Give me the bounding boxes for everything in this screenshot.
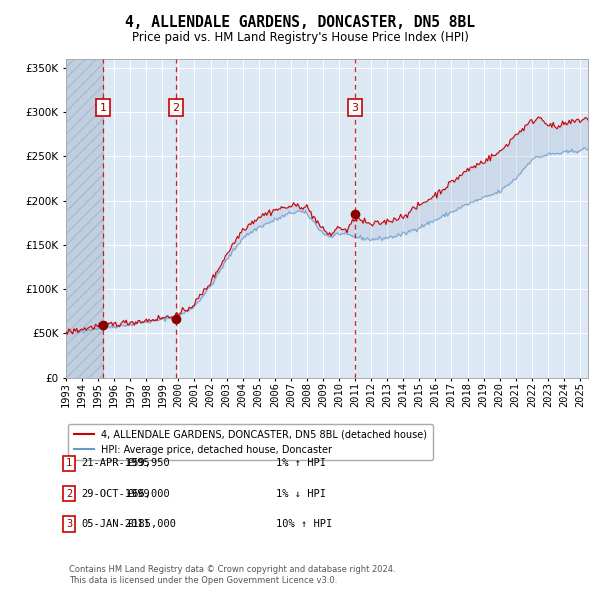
Text: Contains HM Land Registry data © Crown copyright and database right 2024.
This d: Contains HM Land Registry data © Crown c…: [69, 565, 395, 585]
Text: 4, ALLENDALE GARDENS, DONCASTER, DN5 8BL: 4, ALLENDALE GARDENS, DONCASTER, DN5 8BL: [125, 15, 475, 30]
Text: 2: 2: [172, 103, 179, 113]
Text: 2: 2: [66, 489, 72, 499]
Text: 10% ↑ HPI: 10% ↑ HPI: [276, 519, 332, 529]
Text: 29-OCT-1999: 29-OCT-1999: [81, 489, 150, 499]
Text: 1: 1: [100, 103, 106, 113]
Text: 05-JAN-2011: 05-JAN-2011: [81, 519, 150, 529]
Text: £66,000: £66,000: [126, 489, 170, 499]
Text: 3: 3: [352, 103, 359, 113]
Text: £59,950: £59,950: [126, 458, 170, 468]
Legend: 4, ALLENDALE GARDENS, DONCASTER, DN5 8BL (detached house), HPI: Average price, d: 4, ALLENDALE GARDENS, DONCASTER, DN5 8BL…: [68, 424, 433, 460]
Text: Price paid vs. HM Land Registry's House Price Index (HPI): Price paid vs. HM Land Registry's House …: [131, 31, 469, 44]
Text: 1% ↓ HPI: 1% ↓ HPI: [276, 489, 326, 499]
Bar: [66, 59, 103, 378]
Text: 1: 1: [66, 458, 72, 468]
Text: 21-APR-1995: 21-APR-1995: [81, 458, 150, 468]
Text: 3: 3: [66, 519, 72, 529]
Text: £185,000: £185,000: [126, 519, 176, 529]
Text: 1% ↑ HPI: 1% ↑ HPI: [276, 458, 326, 468]
